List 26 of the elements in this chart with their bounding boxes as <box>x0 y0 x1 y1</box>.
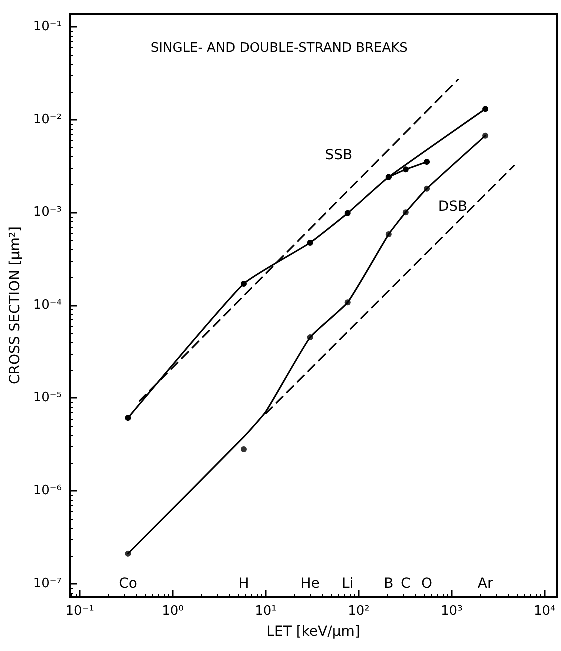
y-tick-label: 10⁻⁴ <box>33 298 62 313</box>
y-tick-label: 10⁻⁶ <box>33 483 62 498</box>
y-tick-label: 10⁻³ <box>33 205 62 220</box>
y-tick-label: 10⁻² <box>33 112 62 128</box>
x-tick-label: 10⁻¹ <box>66 604 94 619</box>
text: SSB <box>325 147 353 164</box>
annotation: Ar <box>478 576 494 592</box>
text: SINGLE- AND DOUBLE-STRAND BREAKS <box>150 41 408 56</box>
x-tick-label: 10⁰ <box>162 604 184 619</box>
y-axis-title: CROSS SECTION [μm²] <box>7 226 24 384</box>
y-tick-label: 10⁻⁵ <box>33 390 62 406</box>
x-tick-label: 10⁴ <box>534 604 556 619</box>
annotation: B <box>384 576 394 592</box>
annotation: O <box>422 576 433 592</box>
series-label: DSB <box>438 198 468 215</box>
x-axis-title: LET [keV/μm] <box>266 624 360 640</box>
y-tick-label: 10⁻¹ <box>33 19 62 34</box>
annotation: Li <box>342 576 354 592</box>
x-tick-label: 10¹ <box>255 604 277 619</box>
annotation: He <box>300 576 320 592</box>
annotation: C <box>401 576 412 592</box>
annotation: H <box>238 576 250 592</box>
x-tick-label: 10³ <box>441 604 463 619</box>
annotation: Co <box>119 576 138 592</box>
x-tick-label: 10² <box>348 604 370 619</box>
y-tick-label: 10⁻⁷ <box>33 576 62 592</box>
